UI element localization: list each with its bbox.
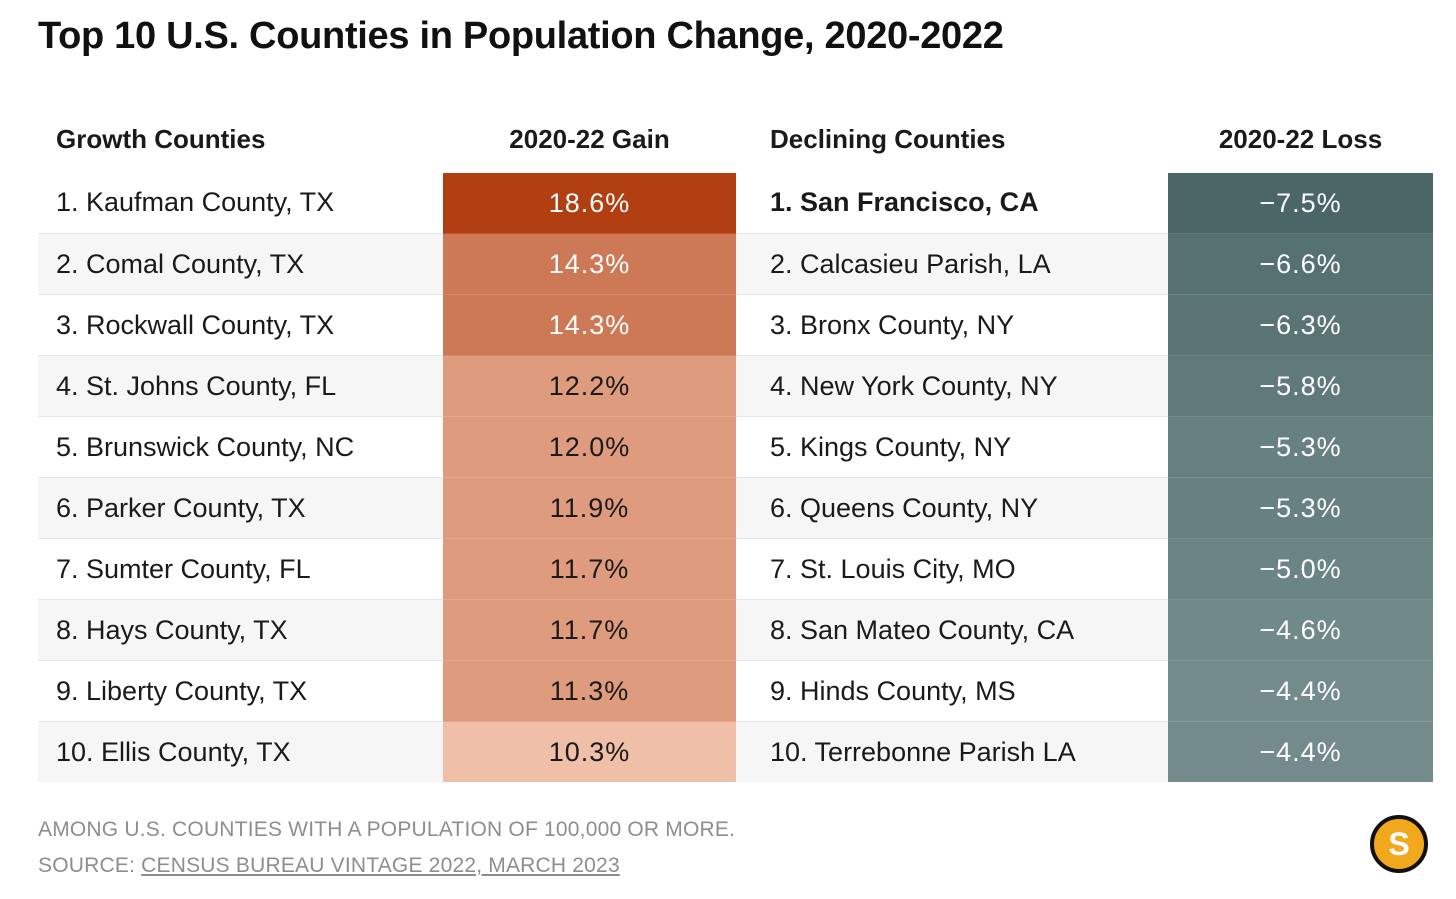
header-growth-counties: Growth Counties [56, 124, 266, 155]
growth-county-name: 7. Sumter County, FL [38, 538, 443, 600]
declining-county-name: 10. Terrebonne Parish LA [736, 721, 1168, 782]
table-row: 2. Comal County, TX 14.3% 2. Calcasieu Par… [38, 233, 1433, 295]
loss-value: −5.0% [1168, 538, 1433, 600]
loss-value: −6.6% [1168, 233, 1433, 295]
table-row: 5. Brunswick County, NC 12.0% 5. Kings Cou… [38, 416, 1433, 478]
growth-county-name: 3. Rockwall County, TX [38, 294, 443, 356]
table-row: 1. Kaufman County, TX 18.6% 1. San Francis… [38, 172, 1433, 234]
gain-value: 11.3% [443, 660, 736, 722]
gain-value: 14.3% [443, 294, 736, 356]
loss-value: −4.4% [1168, 660, 1433, 722]
loss-value: −4.4% [1168, 721, 1433, 782]
growth-county-name: 4. St. Johns County, FL [38, 355, 443, 417]
chart-title: Top 10 U.S. Counties in Population Chang… [38, 15, 1004, 57]
gain-value: 11.7% [443, 538, 736, 600]
declining-county-name: 8. San Mateo County, CA [736, 599, 1168, 661]
growth-county-name: 2. Comal County, TX [38, 233, 443, 295]
gain-value: 14.3% [443, 233, 736, 295]
gain-value: 10.3% [443, 721, 736, 782]
table-row: 3. Rockwall County, TX 14.3% 3. Bronx Coun… [38, 294, 1433, 356]
growth-county-name: 5. Brunswick County, NC [38, 416, 443, 478]
gain-value: 12.0% [443, 416, 736, 478]
growth-county-name: 8. Hays County, TX [38, 599, 443, 661]
table-body: 1. Kaufman County, TX 18.6% 1. San Francis… [38, 172, 1433, 782]
declining-county-name: 2. Calcasieu Parish, LA [736, 233, 1168, 295]
declining-county-name: 4. New York County, NY [736, 355, 1168, 417]
population-change-table: Growth Counties 2020-22 Gain Declining C… [38, 107, 1433, 782]
declining-county-name: 1. San Francisco, CA [770, 187, 1039, 218]
footnote: AMONG U.S. COUNTIES WITH A POPULATION OF… [38, 818, 736, 841]
declining-county-name: 5. Kings County, NY [736, 416, 1168, 478]
header-row: Growth Counties 2020-22 Gain Declining C… [38, 107, 1433, 173]
declining-county-name: 6. Queens County, NY [736, 477, 1168, 539]
header-loss: 2020-22 Loss [1218, 124, 1383, 154]
header-declining-counties: Declining Counties [770, 124, 1006, 155]
header-gain: 2020-22 Gain [509, 124, 670, 154]
logo-letter: S [1388, 825, 1410, 862]
source-prefix: SOURCE: [38, 854, 142, 877]
growth-county-name: 1. Kaufman County, TX [56, 187, 335, 218]
table-row: 10. Ellis County, TX 10.3% 10. Terrebonne … [38, 721, 1433, 782]
declining-county-name: 3. Bronx County, NY [736, 294, 1168, 356]
loss-value: −5.8% [1168, 355, 1433, 417]
loss-value: −4.6% [1168, 599, 1433, 661]
gain-value: 11.7% [443, 599, 736, 661]
declining-county-name: 9. Hinds County, MS [736, 660, 1168, 722]
growth-county-name: 6. Parker County, TX [38, 477, 443, 539]
table-row: 9. Liberty County, TX 11.3% 9. Hinds Count… [38, 660, 1433, 722]
source-line: SOURCE: CENSUS BUREAU VINTAGE 2022, MARC… [38, 854, 620, 878]
loss-value: −7.5% [1168, 172, 1433, 234]
loss-value: −5.3% [1168, 416, 1433, 478]
declining-county-name: 7. St. Louis City, MO [736, 538, 1168, 600]
loss-value: −6.3% [1168, 294, 1433, 356]
gain-value: 11.9% [443, 477, 736, 539]
table-row: 7. Sumter County, FL 11.7% 7. St. Louis Ci… [38, 538, 1433, 600]
logo-s-icon: S [1370, 815, 1428, 873]
source-link[interactable]: CENSUS BUREAU VINTAGE 2022, MARCH 2023 [141, 854, 620, 877]
gain-value: 18.6% [443, 172, 736, 234]
growth-county-name: 9. Liberty County, TX [38, 660, 443, 722]
growth-county-name: 10. Ellis County, TX [38, 721, 443, 782]
gain-value: 12.2% [443, 355, 736, 417]
table-row: 6. Parker County, TX 11.9% 6. Queens Count… [38, 477, 1433, 539]
table-row: 4. St. Johns County, FL 12.2% 4. New York … [38, 355, 1433, 417]
table-row: 8. Hays County, TX 11.7% 8. San Mateo Coun… [38, 599, 1433, 661]
loss-value: −5.3% [1168, 477, 1433, 539]
